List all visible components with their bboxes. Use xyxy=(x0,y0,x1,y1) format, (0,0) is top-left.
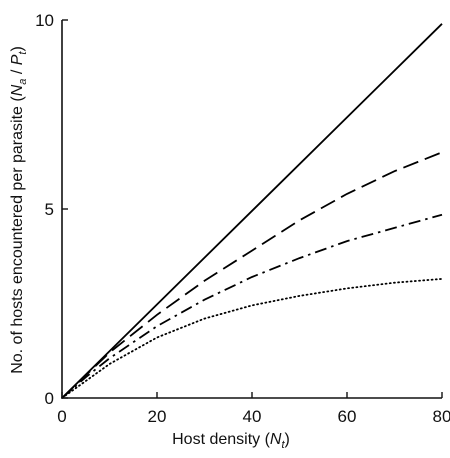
x-tick-label-0: 0 xyxy=(57,407,66,426)
y-tick-label-0: 0 xyxy=(45,389,54,408)
y-tick-label-2: 10 xyxy=(35,11,54,30)
x-tick-label-4: 80 xyxy=(433,407,450,426)
plot-area: 0 20 40 60 80 0 5 10 xyxy=(35,11,450,426)
series-solid-line xyxy=(61,23,443,399)
y-tick-label-1: 5 xyxy=(45,200,54,219)
ticks-layer: 0 20 40 60 80 0 5 10 xyxy=(35,11,450,426)
x-tick-label-1: 20 xyxy=(148,407,167,426)
series-dashed-line xyxy=(61,151,443,399)
x-tick-label-3: 60 xyxy=(338,407,357,426)
x-axis-label: Host density (Nt) xyxy=(172,431,290,451)
x-tick-label-2: 40 xyxy=(243,407,262,426)
series-dotted-line xyxy=(61,277,443,399)
y-axis-label: No. of hosts encountered per parasite (N… xyxy=(9,46,29,374)
series-layer xyxy=(61,23,443,399)
series-dash-dot-line xyxy=(61,213,443,399)
